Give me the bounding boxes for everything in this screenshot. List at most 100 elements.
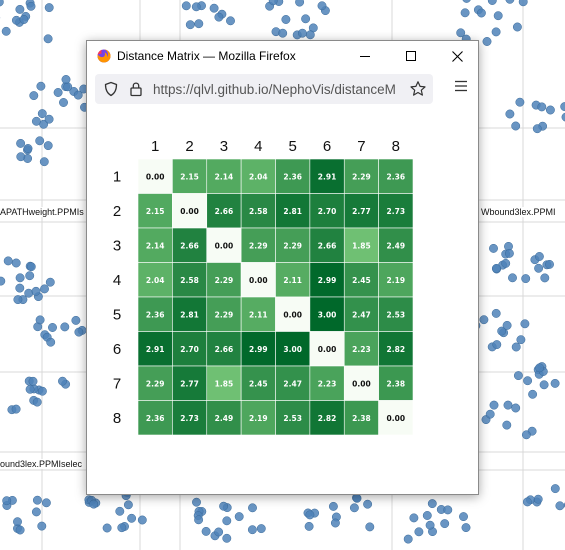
matrix-value-4-6: 2.99 [318,276,337,285]
matrix-cell-6-5[interactable] [275,331,311,367]
matrix-cell-1-6[interactable] [309,158,345,194]
matrix-cell-4-5[interactable] [275,262,311,298]
column-label-2: 2 [185,138,193,155]
matrix-cell-1-1[interactable] [137,158,173,194]
matrix-cell-2-6[interactable] [309,193,345,229]
matrix-value-8-7: 2.38 [352,414,371,423]
matrix-value-3-6: 2.66 [318,241,337,250]
matrix-cell-5-7[interactable] [343,296,379,332]
background-label-left: APATHweight.PPMIs [0,207,84,217]
matrix-cell-1-8[interactable] [378,158,414,194]
matrix-value-6-2: 2.70 [180,345,199,354]
matrix-cell-7-2[interactable] [172,365,208,401]
matrix-cell-2-3[interactable] [206,193,242,229]
matrix-cell-7-7[interactable] [343,365,379,401]
matrix-cell-1-2[interactable] [172,158,208,194]
matrix-value-1-4: 2.04 [249,172,268,181]
minimize-icon [360,56,370,57]
matrix-cell-2-4[interactable] [240,193,276,229]
matrix-cell-8-7[interactable] [343,400,379,436]
matrix-value-8-8: 0.00 [387,414,406,423]
matrix-value-8-4: 2.19 [249,414,268,423]
matrix-cell-7-4[interactable] [240,365,276,401]
close-icon [451,50,463,62]
matrix-value-5-3: 2.29 [215,310,234,319]
matrix-value-3-7: 1.85 [352,241,371,250]
matrix-value-2-1: 2.15 [146,207,165,216]
matrix-cell-8-8[interactable] [378,400,414,436]
matrix-value-1-1: 0.00 [146,172,165,181]
matrix-value-5-8: 2.53 [387,310,406,319]
matrix-value-4-3: 2.29 [215,276,234,285]
matrix-cell-6-7[interactable] [343,331,379,367]
matrix-cell-6-6[interactable] [309,331,345,367]
url-text[interactable]: https://qlvl.github.io/NephoVis/distance… [153,81,396,97]
matrix-cell-1-5[interactable] [275,158,311,194]
minimize-button[interactable] [342,41,388,71]
matrix-value-1-5: 2.36 [283,172,302,181]
matrix-cell-7-8[interactable] [378,365,414,401]
matrix-cell-4-3[interactable] [206,262,242,298]
matrix-value-1-2: 2.15 [180,172,199,181]
matrix-cell-4-1[interactable] [137,262,173,298]
row-label-7: 7 [113,375,121,392]
column-label-8: 8 [392,138,400,155]
maximize-button[interactable] [388,41,434,71]
matrix-cell-2-7[interactable] [343,193,379,229]
column-label-4: 4 [254,138,262,155]
matrix-cell-8-4[interactable] [240,400,276,436]
matrix-value-8-5: 2.53 [283,414,302,423]
background-label-bottom: ound3lex.PPMIselec [0,459,83,469]
url-bar[interactable]: https://qlvl.github.io/NephoVis/distance… [95,74,433,104]
matrix-value-5-6: 3.00 [318,310,337,319]
firefox-logo-icon [97,49,111,63]
matrix-cell-5-3[interactable] [206,296,242,332]
matrix-cell-6-4[interactable] [240,331,276,367]
matrix-value-1-7: 2.29 [352,172,371,181]
maximize-icon [406,51,416,61]
matrix-value-8-1: 2.36 [146,414,165,423]
title-bar[interactable]: Distance Matrix — Mozilla Firefox [87,41,478,71]
close-button[interactable] [434,41,478,71]
matrix-value-4-2: 2.58 [180,276,199,285]
matrix-value-3-5: 2.29 [283,241,302,250]
matrix-cell-3-3[interactable] [206,227,242,263]
matrix-cell-6-3[interactable] [206,331,242,367]
matrix-cell-6-2[interactable] [172,331,208,367]
matrix-value-4-1: 2.04 [146,276,165,285]
page-content: 1 2 3 4 5 6 7 8 1 2 3 4 5 6 7 8 0.00 2.15 2.14 2.04 2.36 2.91… [87,107,478,494]
matrix-cell-3-4[interactable] [240,227,276,263]
matrix-cell-8-1[interactable] [137,400,173,436]
matrix-cell-1-4[interactable] [240,158,276,194]
matrix-cell-2-8[interactable] [378,193,414,229]
matrix-value-5-7: 2.47 [352,310,371,319]
matrix-cell-7-3[interactable] [206,365,242,401]
matrix-cell-2-2[interactable] [172,193,208,229]
matrix-cell-7-6[interactable] [309,365,345,401]
lock-icon[interactable] [129,81,143,97]
row-label-4: 4 [113,272,121,289]
matrix-cell-3-5[interactable] [275,227,311,263]
shield-icon[interactable] [103,81,119,97]
column-label-5: 5 [289,138,297,155]
column-label-6: 6 [323,138,331,155]
matrix-value-8-2: 2.73 [180,414,199,423]
matrix-cell-3-8[interactable] [378,227,414,263]
hamburger-menu-icon[interactable] [454,80,468,92]
matrix-cell-3-6[interactable] [309,227,345,263]
matrix-value-7-6: 2.23 [318,379,337,388]
background-label-right: Wbound3lex.PPMI [481,207,556,217]
matrix-cell-5-5[interactable] [275,296,311,332]
window-title: Distance Matrix — Mozilla Firefox [117,49,296,63]
matrix-value-5-2: 2.81 [180,310,199,319]
matrix-cell-5-2[interactable] [172,296,208,332]
matrix-cell-6-1[interactable] [137,331,173,367]
matrix-cell-4-8[interactable] [378,262,414,298]
matrix-cell-8-3[interactable] [206,400,242,436]
matrix-cell-6-8[interactable] [378,331,414,367]
matrix-cell-2-1[interactable] [137,193,173,229]
matrix-cell-1-7[interactable] [343,158,379,194]
matrix-cell-3-2[interactable] [172,227,208,263]
matrix-cell-8-6[interactable] [309,400,345,436]
star-icon[interactable] [406,80,427,98]
